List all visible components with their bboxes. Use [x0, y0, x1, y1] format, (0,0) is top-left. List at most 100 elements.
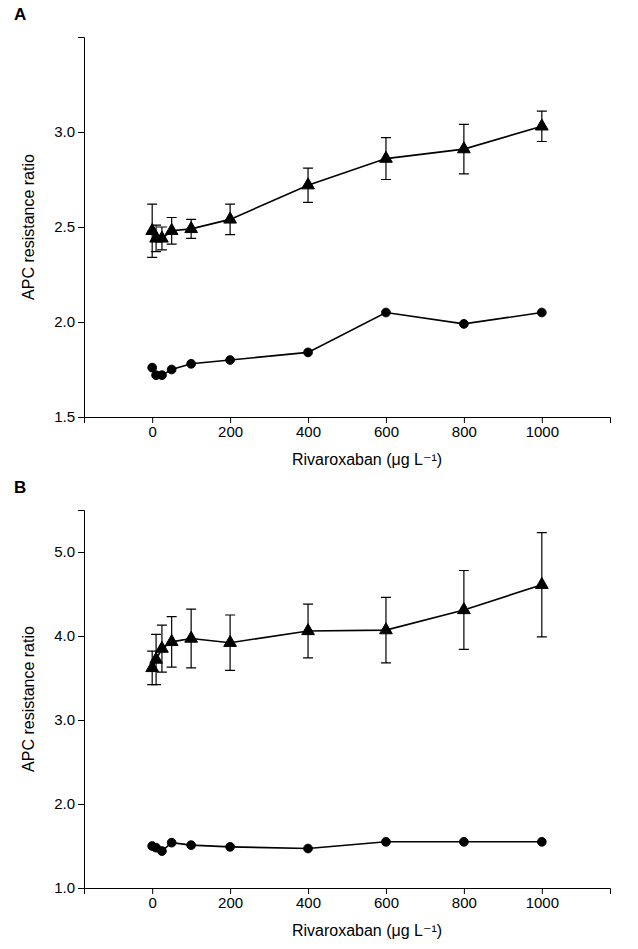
data-point: [304, 844, 313, 853]
x-tick: 400: [296, 888, 321, 911]
x-tick-label: 600: [374, 894, 399, 911]
data-point: [185, 631, 198, 642]
x-tick: 800: [452, 888, 477, 911]
y-axis-line: [78, 38, 85, 418]
y-tick-label: 3.0: [54, 711, 75, 728]
data-point: [460, 320, 469, 329]
y-tick-label: 4.0: [54, 627, 75, 644]
y-tick-label: 2.0: [54, 313, 75, 330]
y-tick: 2.5: [54, 218, 84, 235]
y-tick-mark: [78, 417, 84, 418]
y-tick-mark: [78, 804, 84, 805]
data-point: [537, 308, 546, 317]
series-line: [152, 585, 542, 668]
y-tick: 2.0: [54, 313, 84, 330]
y-axis-title: APC resistance ratio: [20, 626, 37, 772]
y-axis: 1.5 2.0 2.5 3.0: [54, 38, 84, 426]
x-axis: 0 200 400 600 800 1000: [85, 417, 611, 440]
data-point: [224, 635, 237, 646]
data-point: [380, 623, 393, 634]
y-tick: 3.0: [54, 711, 84, 728]
data-point: [302, 178, 315, 189]
data-point: [458, 603, 471, 614]
data-point: [167, 838, 176, 847]
y-tick-label: 1.5: [54, 408, 75, 425]
y-tick-label: 5.0: [54, 543, 75, 560]
data-point: [224, 212, 237, 223]
y-tick: 2.0: [54, 795, 84, 812]
data-point: [185, 222, 198, 233]
figure: A020040060080010001.52.02.53.0Rivaroxaba…: [0, 0, 638, 949]
y-tick-label: 3.0: [54, 123, 75, 140]
data-point: [165, 635, 178, 646]
data-point: [382, 308, 391, 317]
data-point: [382, 837, 391, 846]
data-point: [165, 223, 178, 234]
data-point: [167, 365, 176, 374]
x-tick-label: 400: [296, 894, 321, 911]
x-axis-title: Rivaroxaban (μg L⁻¹): [292, 922, 442, 939]
y-tick-mark: [78, 227, 84, 228]
x-tick: 0: [149, 888, 157, 911]
x-tick-label: 800: [452, 894, 477, 911]
y-axis-line: [78, 511, 85, 889]
panel: B 0 200 400 600 800 1000 1.0 2.0 3.0 4.0 5.0 Rivarox…: [14, 478, 611, 939]
x-tick: 200: [218, 417, 243, 440]
y-tick: 3.0: [54, 123, 84, 140]
data-point: [537, 837, 546, 846]
data-point: [304, 348, 313, 357]
series-line: [152, 313, 542, 376]
data-point: [158, 847, 167, 856]
x-tick-label: 0: [149, 423, 157, 440]
x-tick-label: 1000: [526, 894, 559, 911]
series-line: [152, 842, 542, 851]
data-point: [226, 356, 235, 365]
plot-area: [146, 111, 548, 379]
panel: A020040060080010001.52.02.53.0Rivaroxaba…: [14, 5, 611, 468]
x-tick-label: 400: [296, 423, 321, 440]
x-tick-label: 200: [218, 894, 243, 911]
y-tick: 5.0: [54, 543, 84, 560]
data-point: [458, 142, 471, 153]
x-axis: 0 200 400 600 800 1000: [85, 888, 611, 911]
y-tick-mark: [78, 552, 84, 553]
series-line: [152, 126, 542, 238]
y-tick: 1.5: [54, 408, 84, 425]
y-tick-mark: [78, 888, 84, 889]
y-axis: 1.0 2.0 3.0 4.0 5.0: [54, 511, 84, 897]
x-tick-label: 1000: [526, 423, 559, 440]
data-point: [226, 842, 235, 851]
x-tick: 400: [296, 417, 321, 440]
y-tick-label: 2.0: [54, 795, 75, 812]
data-point: [187, 359, 196, 368]
x-tick-label: 200: [218, 423, 243, 440]
y-tick: 1.0: [54, 879, 84, 896]
y-tick-mark: [78, 720, 84, 721]
x-axis-title: Rivaroxaban (μg L⁻¹): [292, 451, 442, 468]
data-point: [150, 652, 163, 663]
data-point: [460, 837, 469, 846]
x-tick: 1000: [526, 417, 559, 440]
x-tick-label: 0: [149, 894, 157, 911]
x-tick-label: 800: [452, 423, 477, 440]
y-tick-label: 1.0: [54, 879, 75, 896]
x-tick: 600: [374, 417, 399, 440]
data-point: [535, 577, 548, 588]
panel-title: B: [14, 478, 26, 497]
y-tick-mark: [78, 132, 84, 133]
plot-area: [146, 533, 548, 856]
data-point: [187, 841, 196, 850]
data-point: [380, 151, 393, 162]
y-tick-mark: [78, 636, 84, 637]
data-point: [302, 624, 315, 635]
x-tick: 200: [218, 888, 243, 911]
y-tick-label: 2.5: [54, 218, 75, 235]
x-tick-label: 600: [374, 423, 399, 440]
y-tick: 4.0: [54, 627, 84, 644]
x-tick: 800: [452, 417, 477, 440]
data-point: [158, 371, 167, 380]
data-point: [535, 119, 548, 130]
x-tick: 0: [149, 417, 157, 440]
y-axis-title: APC resistance ratio: [20, 154, 37, 300]
x-tick: 600: [374, 888, 399, 911]
